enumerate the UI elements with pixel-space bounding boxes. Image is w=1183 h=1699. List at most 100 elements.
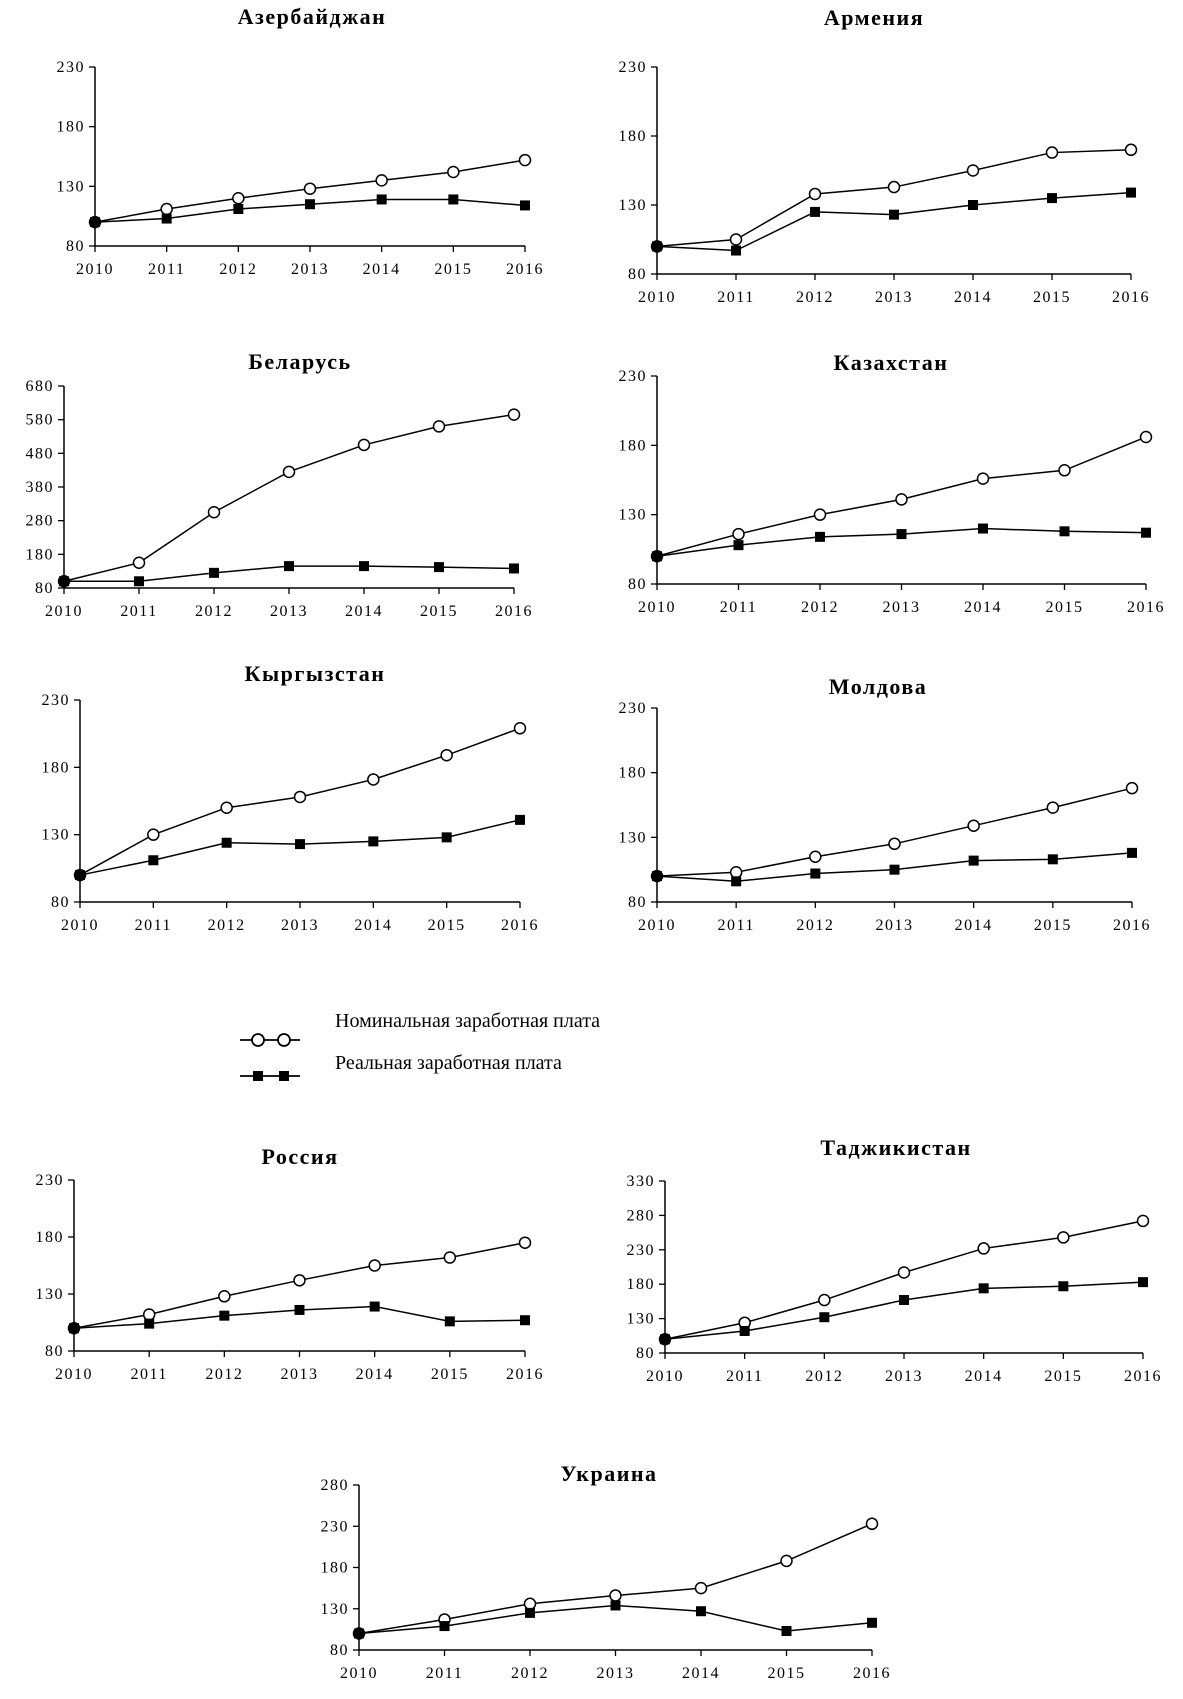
series-line-nominal xyxy=(358,1523,873,1635)
y-tick-label: 130 xyxy=(321,1601,350,1618)
point-nominal xyxy=(977,1242,990,1255)
point-real xyxy=(134,576,144,587)
point-real xyxy=(209,567,219,578)
point-nominal xyxy=(780,1554,793,1568)
point-real xyxy=(520,1315,530,1326)
point-real xyxy=(444,1316,455,1327)
x-tick-label: 2014 xyxy=(954,289,992,306)
y-tick-label: 180 xyxy=(321,1560,350,1577)
x-tick-label: 2011 xyxy=(717,917,754,934)
x-tick-label: 2014 xyxy=(363,261,401,278)
x-tick-label: 2016 xyxy=(1113,917,1151,934)
point-nominal xyxy=(694,1581,708,1595)
point-nominal xyxy=(440,748,453,762)
x-tick-label: 2012 xyxy=(195,603,233,620)
point-real xyxy=(652,551,662,562)
point-real xyxy=(59,576,69,587)
y-tick-label: 230 xyxy=(619,368,648,385)
point-nominal xyxy=(966,164,980,177)
chart-panel: Беларусь 80 180 280 380 480 580 680 2010 2011 2012… xyxy=(26,349,533,620)
point-real xyxy=(1059,526,1070,537)
y-tick-label: 130 xyxy=(619,197,648,214)
x-tick-label: 2012 xyxy=(801,599,839,616)
point-real xyxy=(354,1628,364,1639)
point-nominal xyxy=(507,408,521,421)
y-tick-label: 180 xyxy=(619,128,648,145)
y-tick-label: 130 xyxy=(627,1311,656,1328)
point-nominal xyxy=(1058,464,1071,477)
point-nominal xyxy=(232,192,245,205)
y-tick-label: 80 xyxy=(628,266,647,283)
point-real xyxy=(652,871,662,882)
chart-title: Таджикистан xyxy=(820,1135,971,1160)
chart-panel: Кыргызстан 80 130 180 230 2010 2011 2012 2013 201… xyxy=(42,661,539,934)
y-tick-label: 130 xyxy=(36,1286,65,1303)
point-nominal xyxy=(729,866,743,879)
point-nominal xyxy=(818,1293,831,1307)
y-tick-label: 180 xyxy=(26,546,55,563)
x-tick-label: 2013 xyxy=(875,289,913,306)
x-tick-label: 2014 xyxy=(356,1366,394,1383)
y-tick-label: 80 xyxy=(66,238,85,255)
point-real xyxy=(1138,1277,1148,1288)
y-tick-label: 130 xyxy=(57,178,86,195)
y-tick-label: 130 xyxy=(619,829,648,846)
x-tick-label: 2014 xyxy=(964,599,1002,616)
x-tick-label: 2013 xyxy=(876,917,914,934)
chart-panel: Казахстан 80 130 180 230 2010 2011 2012 2013 2014… xyxy=(619,350,1164,616)
point-real xyxy=(161,213,172,224)
point-real xyxy=(1127,847,1137,858)
series-line-real xyxy=(656,191,1132,252)
point-nominal xyxy=(367,773,380,786)
x-tick-label: 2014 xyxy=(354,917,392,934)
x-tick-label: 2015 xyxy=(420,603,458,620)
x-tick-label: 2011 xyxy=(130,1366,167,1383)
y-tick-label: 480 xyxy=(26,445,55,462)
x-tick-label: 2016 xyxy=(1124,1368,1162,1385)
point-real xyxy=(294,1304,305,1315)
x-tick-label: 2015 xyxy=(431,1366,469,1383)
point-real xyxy=(69,1323,79,1334)
x-tick-label: 2013 xyxy=(270,603,308,620)
series-line-real xyxy=(664,1281,1144,1340)
point-nominal xyxy=(1057,1231,1070,1244)
y-tick-label: 180 xyxy=(619,765,648,782)
x-tick-label: 2010 xyxy=(76,261,114,278)
x-tick-label: 2014 xyxy=(345,603,383,620)
chart-title: Россия xyxy=(262,1144,339,1169)
x-tick-label: 2011 xyxy=(726,1368,763,1385)
point-nominal xyxy=(1136,1214,1150,1228)
chart-title: Армения xyxy=(824,5,924,30)
y-tick-label: 80 xyxy=(636,1345,655,1362)
point-nominal xyxy=(282,465,296,479)
x-tick-label: 2015 xyxy=(434,261,472,278)
point-nominal xyxy=(303,182,317,195)
x-tick-label: 2012 xyxy=(805,1368,843,1385)
legend-real-marker xyxy=(279,1071,289,1081)
point-nominal xyxy=(432,420,446,433)
x-tick-label: 2016 xyxy=(495,603,533,620)
x-tick-label: 2013 xyxy=(597,1665,635,1682)
x-tick-label: 2012 xyxy=(208,917,246,934)
chart-title: Беларусь xyxy=(248,349,351,374)
y-tick-label: 180 xyxy=(619,437,648,454)
point-nominal xyxy=(888,837,901,851)
point-real xyxy=(819,1312,830,1323)
chart-panel: Армения 80 130 180 230 2010 2011 2012 2013 2014 20… xyxy=(619,5,1149,306)
point-nominal xyxy=(132,556,146,569)
point-real xyxy=(448,194,459,205)
x-tick-label: 2015 xyxy=(1033,289,1071,306)
y-tick-label: 180 xyxy=(57,119,86,136)
x-tick-label: 2010 xyxy=(638,599,676,616)
point-nominal xyxy=(1125,781,1139,795)
y-tick-label: 230 xyxy=(57,59,86,76)
x-tick-label: 2016 xyxy=(501,917,539,934)
point-real xyxy=(1047,193,1057,204)
y-tick-label: 230 xyxy=(321,1518,350,1535)
point-real xyxy=(815,531,825,542)
y-tick-label: 80 xyxy=(628,576,647,593)
y-tick-label: 230 xyxy=(619,59,648,76)
y-tick-label: 230 xyxy=(36,1172,65,1189)
x-tick-label: 2010 xyxy=(646,1368,684,1385)
